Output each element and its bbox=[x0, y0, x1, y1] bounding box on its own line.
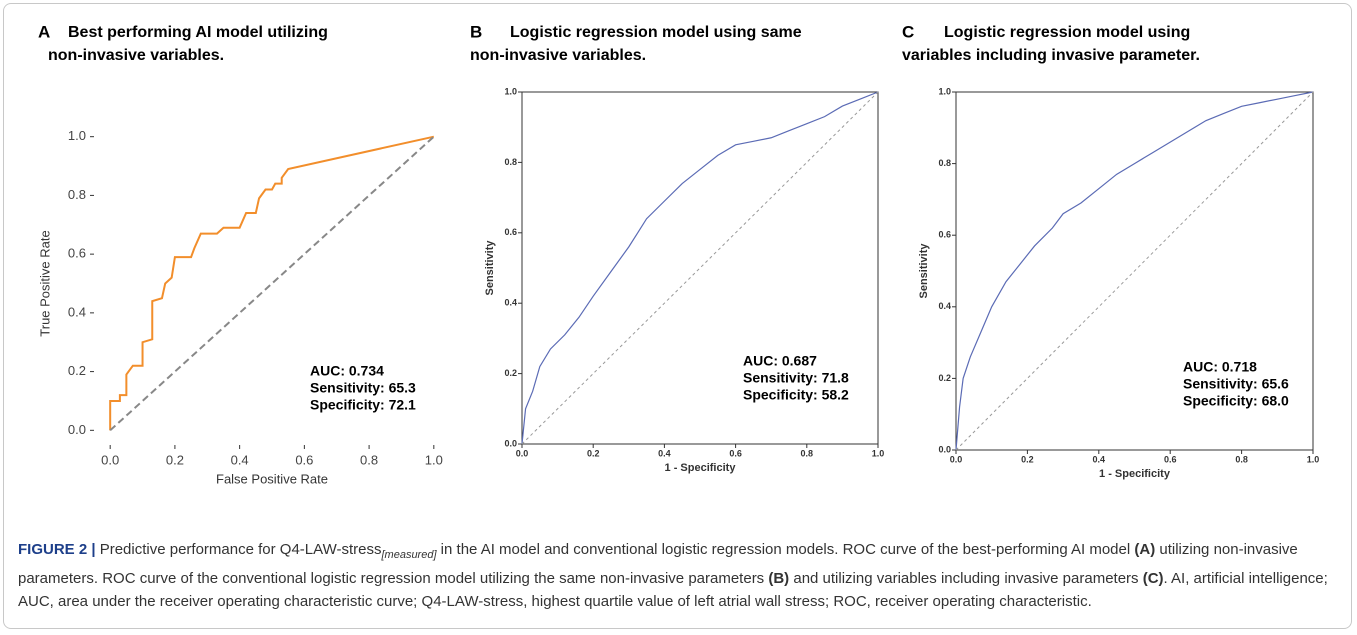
reference-line bbox=[955, 91, 1314, 451]
annotation: Specificity: 72.1 bbox=[310, 397, 416, 413]
x-tick-label: 0.6 bbox=[1164, 454, 1177, 464]
panel-letter: B bbox=[470, 22, 482, 41]
y-tick-label: 0.8 bbox=[68, 187, 86, 202]
annotation: Sensitivity: 71.8 bbox=[743, 370, 849, 386]
y-axis-label: Sensitivity bbox=[918, 243, 930, 299]
y-tick-label: 0.6 bbox=[938, 230, 951, 240]
x-tick-label: 0.6 bbox=[295, 452, 313, 467]
charts: A Best performing AI model utilizing non-i… bbox=[37, 22, 1320, 486]
panel-title: variables including invasive parameter. bbox=[902, 47, 1200, 64]
caption-text: and utilizing variables including invasi… bbox=[789, 570, 1143, 587]
x-tick-label: 0.4 bbox=[658, 448, 671, 458]
figure-frame bbox=[3, 3, 1352, 629]
x-tick-label: 0.2 bbox=[166, 452, 184, 467]
annotation: Specificity: 68.0 bbox=[1183, 393, 1289, 409]
annotation: AUC: 0.718 bbox=[1183, 359, 1257, 375]
x-tick-label: 0.4 bbox=[231, 452, 249, 467]
y-tick-label: 0.4 bbox=[68, 304, 86, 319]
caption-text: Predictive performance for Q4-LAW-stress bbox=[95, 541, 382, 558]
roc-curve bbox=[521, 91, 879, 445]
annotation: Specificity: 58.2 bbox=[743, 387, 849, 403]
panel-title: Logistic regression model using bbox=[944, 24, 1190, 41]
panel-letter: A bbox=[38, 22, 50, 41]
y-tick-label: 0.0 bbox=[938, 444, 951, 454]
x-axis-label: 1 - Specificity bbox=[1099, 468, 1171, 480]
caption-ref: (B) bbox=[768, 570, 790, 587]
y-tick-label: 0.6 bbox=[68, 246, 86, 261]
y-tick-label: 0.0 bbox=[68, 422, 86, 437]
x-tick-label: 0.2 bbox=[587, 448, 600, 458]
y-tick-label: 0.2 bbox=[938, 373, 951, 383]
caption: FIGURE 2 | Predictive performance for Q4… bbox=[18, 538, 1338, 613]
annotation: Sensitivity: 65.6 bbox=[1183, 376, 1289, 392]
y-tick-label: 1.0 bbox=[938, 86, 951, 96]
panel-title: Logistic regression model using same bbox=[510, 24, 802, 41]
y-axis-label: True Positive Rate bbox=[37, 230, 52, 336]
annotation: AUC: 0.687 bbox=[743, 353, 817, 369]
panel-letter: C bbox=[902, 22, 914, 41]
reference-line bbox=[109, 135, 435, 432]
caption-subscript: [measured] bbox=[381, 549, 437, 561]
y-tick-label: 0.4 bbox=[938, 301, 951, 311]
panel-title: Best performing AI model utilizing bbox=[68, 24, 328, 41]
roc-curve bbox=[955, 91, 1314, 451]
y-tick-label: 0.2 bbox=[68, 363, 86, 378]
plot-frame bbox=[955, 91, 1314, 451]
roc-curve bbox=[109, 135, 435, 431]
x-tick-label: 0.0 bbox=[101, 452, 119, 467]
caption-ref: (C) bbox=[1142, 570, 1164, 587]
x-tick-label: 0.8 bbox=[360, 452, 378, 467]
panel-title: non-invasive variables. bbox=[470, 47, 646, 64]
x-tick-label: 1.0 bbox=[872, 448, 885, 458]
y-tick-label: 0.4 bbox=[504, 298, 517, 308]
x-tick-label: 0.8 bbox=[801, 448, 814, 458]
x-tick-label: 1.0 bbox=[425, 452, 443, 467]
y-axis-label: Sensitivity bbox=[484, 240, 496, 296]
x-tick-label: 0.0 bbox=[516, 448, 529, 458]
x-tick-label: 0.0 bbox=[950, 454, 963, 464]
y-tick-label: 0.0 bbox=[504, 438, 517, 448]
x-axis-label: False Positive Rate bbox=[216, 471, 328, 486]
plot-frame bbox=[521, 91, 879, 445]
caption-text: in the AI model and conventional logisti… bbox=[436, 541, 1135, 558]
annotation: Sensitivity: 65.3 bbox=[310, 380, 416, 396]
caption-label: FIGURE 2 | bbox=[18, 541, 96, 558]
y-tick-label: 0.6 bbox=[504, 227, 517, 237]
x-tick-label: 0.6 bbox=[729, 448, 742, 458]
x-tick-label: 0.8 bbox=[1235, 454, 1248, 464]
x-tick-label: 0.4 bbox=[1093, 454, 1106, 464]
caption-text: utilizing non-invasive parameters. ROC c… bbox=[18, 541, 1298, 587]
y-tick-label: 0.8 bbox=[504, 157, 517, 167]
y-tick-label: 0.8 bbox=[938, 158, 951, 168]
annotation: AUC: 0.734 bbox=[310, 363, 384, 379]
x-axis-label: 1 - Specificity bbox=[665, 462, 737, 474]
y-tick-label: 0.2 bbox=[504, 368, 517, 378]
panel-title: non-invasive variables. bbox=[48, 47, 224, 64]
caption-text: . AI, artificial intelligence; AUC, area… bbox=[18, 570, 1328, 610]
y-tick-label: 1.0 bbox=[504, 86, 517, 96]
caption-ref: (A) bbox=[1134, 541, 1156, 558]
y-tick-label: 1.0 bbox=[68, 128, 86, 143]
x-tick-label: 1.0 bbox=[1307, 454, 1320, 464]
x-tick-label: 0.2 bbox=[1021, 454, 1034, 464]
